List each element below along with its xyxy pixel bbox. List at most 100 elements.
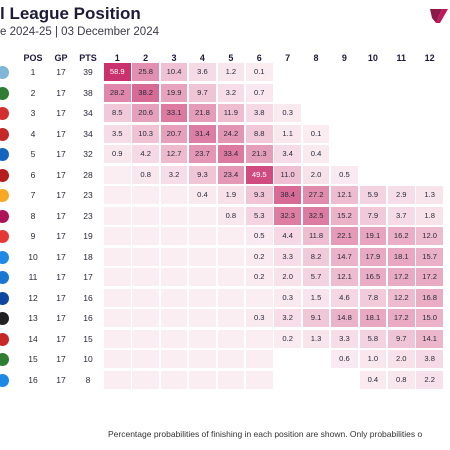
empty-cell xyxy=(246,370,273,389)
table-row-pos: 9 xyxy=(30,231,36,241)
team-badge-icon xyxy=(0,291,9,305)
team-badge-icon xyxy=(0,271,9,284)
probability-cell: 1.2 xyxy=(217,63,245,81)
table-row-pts: 34 xyxy=(83,108,93,118)
empty-cell xyxy=(104,268,131,286)
probability-cell: 0.9 xyxy=(104,145,131,163)
empty-cell xyxy=(132,350,159,368)
empty-cell xyxy=(104,247,131,266)
position-header: 6 xyxy=(256,53,262,63)
team-badge-icon xyxy=(0,373,9,387)
empty-cell xyxy=(217,370,245,389)
empty-cell xyxy=(104,329,131,348)
probability-cell: 0.8 xyxy=(132,165,159,184)
probability-cell: 2.0 xyxy=(274,268,301,286)
probability-cell: 14.1 xyxy=(416,329,443,348)
table-row-pts: 10 xyxy=(83,354,93,364)
table-row-gp: 17 xyxy=(56,333,66,344)
empty-cell xyxy=(132,247,159,266)
empty-cell xyxy=(189,329,216,348)
probability-cell: 17.9 xyxy=(359,247,387,266)
empty-cell xyxy=(132,329,159,348)
empty-cell xyxy=(132,309,159,327)
probability-cell: 0.6 xyxy=(331,350,358,368)
table-row-pos: 15 xyxy=(28,354,38,364)
probability-cell: 10.4 xyxy=(160,63,188,81)
team-badge-icon xyxy=(0,66,9,79)
probability-cell: 14.7 xyxy=(331,247,358,266)
empty-cell xyxy=(160,206,188,225)
empty-cell xyxy=(246,288,273,307)
empty-cell xyxy=(132,288,159,307)
empty-cell xyxy=(246,350,273,368)
probability-cell: 1.3 xyxy=(416,186,443,204)
probability-cell: 16.5 xyxy=(359,268,387,286)
empty-cell xyxy=(104,186,131,204)
probability-cell: 38.4 xyxy=(274,186,301,204)
table-row-pts: 16 xyxy=(83,292,93,303)
page-title: l League Position xyxy=(0,4,141,23)
probability-cell: 12.1 xyxy=(331,268,358,286)
probability-cell: 3.7 xyxy=(388,206,415,225)
probability-cell: 1.1 xyxy=(274,124,301,143)
probability-cell: 4.4 xyxy=(274,227,301,245)
empty-cell xyxy=(160,350,188,368)
probability-cell: 9.7 xyxy=(189,83,216,102)
brand-logo xyxy=(430,9,448,23)
empty-cell xyxy=(217,227,245,245)
position-header: 1 xyxy=(114,53,120,63)
probability-cell: 0.4 xyxy=(189,186,216,204)
empty-cell xyxy=(160,227,188,245)
empty-cell xyxy=(160,370,188,389)
probability-cell: 2.2 xyxy=(416,370,443,389)
probability-cell: 0.2 xyxy=(246,268,273,286)
table-row-gp: 17 xyxy=(56,272,66,282)
empty-cell xyxy=(160,247,188,266)
probability-cell: 3.2 xyxy=(217,83,245,102)
table-row-pts: 15 xyxy=(83,333,93,344)
empty-cell xyxy=(160,309,188,327)
empty-cell xyxy=(217,247,245,266)
probability-cell: 2.0 xyxy=(302,165,330,184)
probability-cell: 3.3 xyxy=(331,329,358,348)
table-row-pos: 5 xyxy=(30,149,36,159)
probability-cell: 3.5 xyxy=(104,124,131,143)
probability-cell: 10.3 xyxy=(132,124,159,143)
table-row-pts: 39 xyxy=(83,67,93,77)
probability-cell: 22.1 xyxy=(331,227,358,245)
probability-cell: 32.5 xyxy=(302,206,330,225)
probability-cell: 8.5 xyxy=(104,104,131,122)
position-header: 10 xyxy=(367,53,378,63)
probability-cell: 18.1 xyxy=(359,309,387,327)
probability-cell: 5.7 xyxy=(302,268,330,286)
probability-cell: 12.0 xyxy=(416,227,443,245)
table-row-pts: 16 xyxy=(83,313,93,323)
position-header: 5 xyxy=(228,53,234,63)
probability-cell: 4.2 xyxy=(132,145,159,163)
probability-cell: 11.9 xyxy=(217,104,245,122)
probability-cell: 16.8 xyxy=(416,288,443,307)
probability-cell: 5.8 xyxy=(359,329,387,348)
column-header-pos: POS xyxy=(23,53,43,63)
empty-cell xyxy=(132,186,159,204)
empty-cell xyxy=(132,268,159,286)
empty-cell xyxy=(104,309,131,327)
table-row-gp: 17 xyxy=(56,251,66,262)
probability-cell: 9.3 xyxy=(189,165,216,184)
table-row-gp: 17 xyxy=(56,128,66,139)
probability-cell: 7.8 xyxy=(359,288,387,307)
probability-cell: 15.0 xyxy=(416,309,443,327)
probability-cell: 17.2 xyxy=(388,309,415,327)
probability-cell: 7.9 xyxy=(359,206,387,225)
position-header: 4 xyxy=(199,53,205,63)
team-badge-icon xyxy=(0,353,9,366)
probability-cell: 20.7 xyxy=(160,124,188,143)
table-row-pts: 23 xyxy=(83,190,93,200)
probability-cell: 12.7 xyxy=(160,145,188,163)
probability-cell: 1.5 xyxy=(302,288,330,307)
probability-cell: 15.7 xyxy=(416,247,443,266)
empty-cell xyxy=(104,165,131,184)
probability-cell: 2.9 xyxy=(388,186,415,204)
empty-cell xyxy=(189,309,216,327)
position-header: 12 xyxy=(424,53,435,63)
